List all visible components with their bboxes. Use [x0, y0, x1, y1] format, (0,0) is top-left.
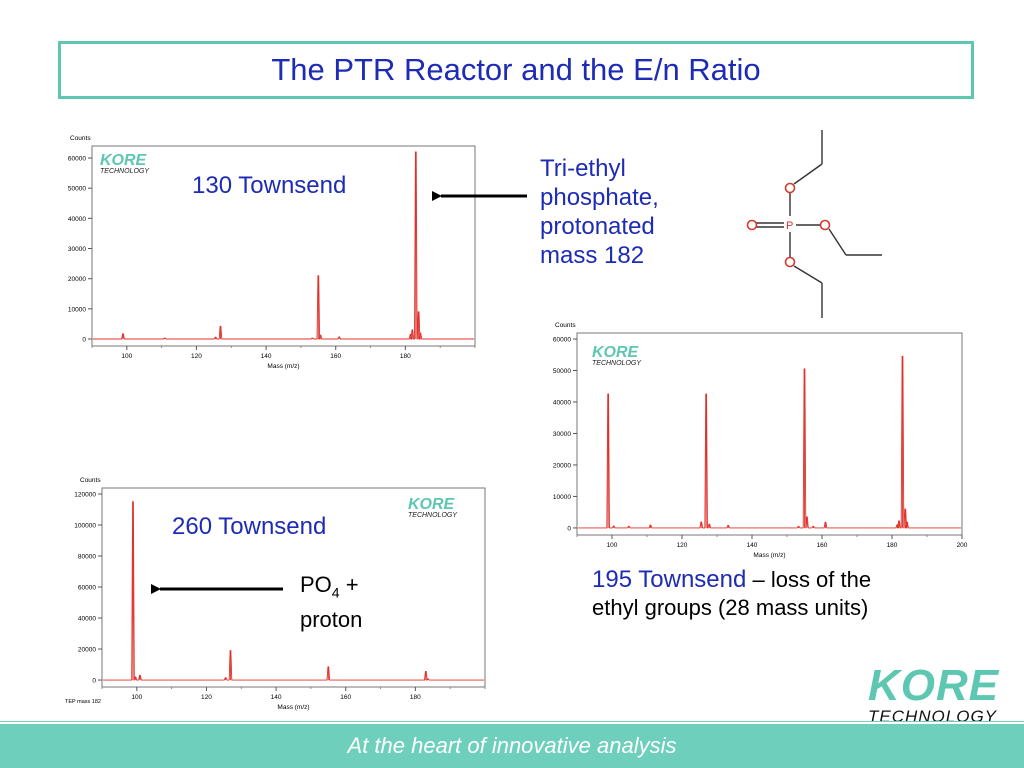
y-tick-label: 120000: [74, 492, 96, 499]
chart-logo-main: KORE: [408, 496, 456, 513]
chart-footnote: TEP mass 182: [65, 699, 101, 705]
tep-line-4: mass 182: [540, 242, 645, 269]
spectrum-line: [103, 501, 484, 681]
chart-logo-main: KORE: [592, 344, 640, 361]
x-axis-label: Mass (m/z): [753, 552, 785, 559]
spectrum-line: [578, 355, 961, 529]
x-tick-label: 120: [191, 353, 202, 360]
x-tick-label: 120: [677, 542, 688, 549]
kore-logo-main: KORE: [868, 661, 1000, 710]
y-axis-label: Counts: [70, 135, 91, 142]
chart-logo-sub: TECHNOLOGY: [100, 168, 150, 175]
x-tick-label: 120: [201, 694, 212, 701]
x-tick-label: 200: [957, 542, 968, 549]
y-tick-label: 60000: [78, 585, 96, 592]
oxygen-atom-right: [819, 219, 831, 231]
y-tick-label: 20000: [553, 462, 571, 469]
x-axis-label: Mass (m/z): [267, 363, 299, 370]
tep-line-2: phosphate,: [540, 184, 659, 211]
spectrum-line: [93, 151, 474, 340]
x-tick-label: 100: [607, 542, 618, 549]
chart-logo-sub: TECHNOLOGY: [592, 360, 642, 367]
tep-description: Tri-ethyl phosphate, protonated mass 182: [540, 154, 659, 270]
po4-label: PO4 + proton: [300, 571, 362, 634]
chart-svg: 0 10000 20000 30000 40000 50000 60000 100 120 140…: [68, 135, 476, 370]
chart-svg: 0 10000 20000 30000 40000 50000 60000 100 120 140…: [553, 322, 968, 559]
label-195-townsend: 195 Townsend: [592, 566, 747, 593]
oxygen-atom-bottom: [784, 256, 796, 268]
phosphorus-label: P: [786, 220, 793, 232]
molecule-diagram: P: [746, 130, 882, 318]
caption-195-rest-2: ethyl groups (28 mass units): [592, 595, 869, 620]
plot-frame: [576, 332, 963, 536]
chart-130-townsend: 0 10000 20000 30000 40000 50000 60000 100 120 140…: [40, 128, 480, 373]
oxygen-atom-double: [746, 219, 758, 231]
x-tick-label: 180: [410, 694, 421, 701]
chart-logo-main: KORE: [100, 152, 148, 169]
x-tick-label: 140: [747, 542, 758, 549]
y-tick-label: 0: [82, 337, 86, 344]
x-tick-label: 140: [261, 353, 272, 360]
po4-line-2: proton: [300, 607, 363, 633]
po4-main: PO: [300, 572, 332, 597]
y-tick-label: 40000: [553, 399, 571, 406]
x-tick-label: 160: [330, 353, 341, 360]
chart-logo-sub: TECHNOLOGY: [408, 512, 458, 519]
po4-sub: 4: [331, 584, 340, 601]
y-tick-label: 50000: [553, 368, 571, 375]
y-tick-label: 10000: [553, 494, 571, 501]
chart-195-townsend: 0 10000 20000 30000 40000 50000 60000 100 120 140…: [530, 318, 970, 563]
y-axis-label: Counts: [555, 322, 576, 329]
caption-195-rest-1: – loss of the: [746, 567, 872, 592]
label-130-townsend: 130 Townsend: [192, 172, 347, 199]
x-tick-label: 160: [817, 542, 828, 549]
y-tick-label: 10000: [68, 306, 86, 313]
plot-frame: [91, 145, 476, 347]
x-tick-label: 180: [887, 542, 898, 549]
y-tick-label: 0: [567, 525, 571, 532]
footer-tagline: At the heart of innovative analysis: [347, 733, 677, 758]
y-tick-label: 20000: [78, 647, 96, 654]
tep-line-3: protonated: [540, 213, 655, 240]
x-axis-label: Mass (m/z): [277, 704, 309, 711]
y-tick-label: 30000: [68, 246, 86, 253]
y-tick-label: 0: [92, 678, 96, 685]
x-tick-label: 100: [131, 694, 142, 701]
x-tick-label: 180: [400, 353, 411, 360]
x-tick-label: 160: [340, 694, 351, 701]
caption-195: 195 Townsend – loss of the ethyl groups …: [592, 566, 871, 622]
y-tick-label: 100000: [74, 523, 96, 530]
y-tick-label: 50000: [68, 186, 86, 193]
y-tick-label: 60000: [68, 156, 86, 163]
footer-divider: [0, 721, 1024, 722]
y-tick-label: 60000: [553, 337, 571, 344]
x-tick-label: 100: [121, 353, 132, 360]
kore-logo: KORE TECHNOLOGY: [868, 664, 1008, 726]
title-box: The PTR Reactor and the E/n Ratio: [58, 41, 974, 99]
tep-line-1: Tri-ethyl: [540, 155, 626, 182]
page-title: The PTR Reactor and the E/n Ratio: [271, 52, 761, 87]
x-tick-label: 140: [271, 694, 282, 701]
footer-bar: At the heart of innovative analysis: [0, 724, 1024, 768]
y-tick-label: 40000: [78, 616, 96, 623]
y-tick-label: 30000: [553, 431, 571, 438]
y-tick-label: 20000: [68, 276, 86, 283]
label-260-townsend: 260 Townsend: [172, 513, 327, 540]
oxygen-atom-top: [784, 182, 796, 194]
y-tick-label: 80000: [78, 554, 96, 561]
po4-tail: +: [339, 572, 359, 597]
y-tick-label: 40000: [68, 216, 86, 223]
y-axis-label: Counts: [80, 477, 101, 484]
